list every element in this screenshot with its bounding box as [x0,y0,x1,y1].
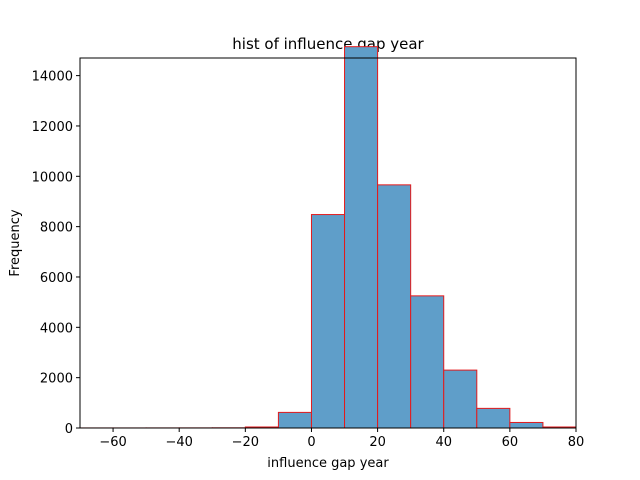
chart-title: hist of influence gap year [232,35,424,53]
x-tick-label: 0 [307,435,315,450]
x-tick-label: −60 [99,435,126,450]
y-tick-label: 6000 [40,271,73,286]
plot-frame [79,57,577,429]
bars-group [79,46,577,429]
histogram-bar-7 [310,214,346,429]
y-axis-ticks: 0 2000 4000 6000 8000 10000 12000 14000 [32,70,80,437]
x-axis-title: influence gap year [267,456,389,471]
histogram-bar-12 [476,407,511,429]
histogram-bar-8 [344,46,379,429]
x-tick-label: 20 [369,435,386,450]
x-tick-label: 80 [568,435,585,450]
histogram-bar-10 [410,295,445,429]
y-tick-label: 0 [65,422,73,437]
histogram-bar-13 [509,421,544,429]
y-tick-label: 14000 [32,70,73,85]
histogram-bar-11 [443,369,478,429]
y-tick-label: 12000 [32,120,73,135]
x-tick-label: 40 [435,435,452,450]
x-tick-label: −40 [165,435,192,450]
y-tick-label: 10000 [32,170,73,185]
y-tick-label: 4000 [40,321,73,336]
y-tick-label: 8000 [40,221,73,236]
histogram-bar-9 [377,184,412,429]
x-tick-label: 60 [502,435,519,450]
y-axis-title: Frequency [8,209,23,276]
x-tick-label: −20 [232,435,259,450]
y-tick-label: 2000 [40,372,73,387]
x-axis-ticks: −60 −40 −20 0 20 40 60 80 [99,428,584,450]
histogram-bar-6 [277,411,312,429]
